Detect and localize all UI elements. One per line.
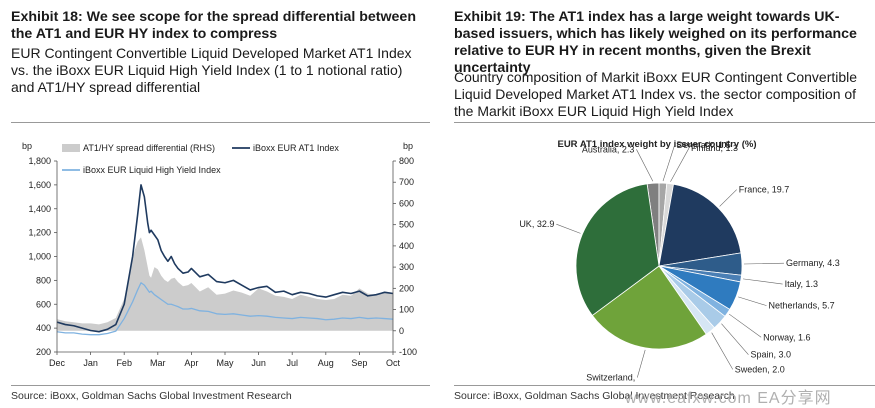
pie-label-italy: Italy, 1.3 [785, 279, 818, 289]
x-tick-label: Jun [251, 358, 266, 368]
exhibit-19-title: Exhibit 19: The AT1 index has a large we… [454, 9, 857, 76]
legend-hy-index-label: iBoxx EUR Liquid High Yield Index [83, 165, 221, 175]
pie-slice-uk [575, 183, 660, 317]
right-tick-label: 800 [399, 156, 414, 166]
pie-leader-germany [743, 262, 784, 265]
exhibit-19-panel: Exhibit 19: The AT1 index has a large we… [445, 0, 875, 407]
pie-label-france: France, 19.7 [739, 185, 790, 195]
series-area-spread-differential [57, 237, 393, 331]
exhibit-18-top-rule [11, 122, 430, 123]
left-tick-label: 1,400 [28, 204, 51, 214]
exhibit-18-title: Exhibit 18: We see scope for the spread … [11, 9, 416, 42]
pie-leader-spain [721, 323, 749, 355]
x-tick-label: May [216, 358, 234, 368]
pie-leader-uk [556, 223, 581, 234]
legend-at1-index-label: iBoxx EUR AT1 Index [253, 143, 339, 153]
x-tick-label: Aug [318, 358, 334, 368]
pie-label-spain: Spain, 3.0 [750, 350, 791, 360]
left-tick-label: 1,200 [28, 228, 51, 238]
legend-spread-differential-label: AT1/HY spread differential (RHS) [83, 143, 215, 153]
left-tick-label: 800 [36, 275, 51, 285]
pie-label-norway: Norway, 1.6 [763, 332, 810, 342]
exhibit-18-bottom-rule [11, 385, 430, 386]
pie-leader-france [719, 189, 737, 207]
country-pie-chart: EUR AT1 index weight by issuer country (… [519, 139, 840, 385]
pie-leader-sweden [711, 332, 734, 370]
left-tick-label: 400 [36, 323, 51, 333]
pie-title: EUR AT1 index weight by issuer country (… [557, 139, 756, 150]
pie-leader-australia [636, 149, 654, 182]
x-tick-label: Apr [184, 358, 198, 368]
x-tick-label: Dec [49, 358, 66, 368]
right-tick-label: 0 [399, 326, 404, 336]
series-line-at1-index [56, 184, 394, 333]
pie-leader-netherlands [738, 296, 767, 306]
pie-label-denmark: Denmark, 1.5 [677, 140, 731, 150]
exhibit-19-source: Source: iBoxx, Goldman Sachs Global Inve… [454, 390, 735, 402]
x-tick-label: Oct [386, 358, 401, 368]
pie-leader-italy [742, 278, 783, 285]
right-tick-label: 200 [399, 283, 414, 293]
x-tick-label: Mar [150, 358, 166, 368]
pie-label-uk: UK, 32.9 [519, 219, 554, 229]
right-tick-label: 600 [399, 198, 414, 208]
watermark: www.eafxw.com EA分享网 [625, 390, 832, 407]
pie-label-australia: Australia, 2.3 [582, 144, 635, 154]
x-tick-label: Feb [116, 358, 132, 368]
left-tick-label: 1,000 [28, 252, 51, 262]
series-line-hy-index [56, 282, 394, 336]
right-tick-label: 400 [399, 241, 414, 251]
legend-spread-differential-swatch [62, 144, 80, 152]
pie-leader-norway [728, 313, 762, 338]
left-tick-label: 600 [36, 299, 51, 309]
exhibit-19-subtitle: Country composition of Markit iBoxx EUR … [454, 69, 858, 119]
x-tick-label: Jan [83, 358, 98, 368]
pie-leader-denmark [662, 145, 675, 182]
pie-leader-finland [670, 147, 690, 182]
exhibit-19-top-rule [454, 122, 875, 123]
right-tick-label: -100 [399, 347, 417, 357]
left-axis-unit: bp [22, 141, 32, 151]
right-tick-label: 700 [399, 177, 414, 187]
pie-label-finland: Finland, 1.3 [691, 143, 738, 153]
pie-label-switzerland: Switzerland,24.5 [586, 373, 635, 385]
spread-line-chart: bp bp 200 400 600 800 1,000 1,200 1,400 1,600 1,80… [22, 141, 417, 368]
exhibit-19-bottom-rule [454, 385, 875, 386]
x-tick-label: Jul [286, 358, 298, 368]
right-tick-label: 500 [399, 220, 414, 230]
x-tick-label: Sep [351, 358, 367, 368]
pie-slice-switzerland [591, 265, 707, 350]
right-axis-unit: bp [403, 141, 413, 151]
right-tick-label: 300 [399, 262, 414, 272]
left-tick-label: 1,800 [28, 156, 51, 166]
pie-slice-france [658, 183, 742, 267]
exhibit-18-subtitle: EUR Contingent Convertible Liquid Develo… [11, 45, 412, 95]
pie-label-netherlands: Netherlands, 5.7 [769, 301, 835, 311]
exhibit-18-source: Source: iBoxx, Goldman Sachs Global Inve… [11, 390, 292, 402]
pie-label-sweden: Sweden, 2.0 [735, 364, 785, 374]
exhibit-18-panel: Exhibit 18: We see scope for the spread … [0, 0, 430, 407]
pie-leader-switzerland [637, 349, 646, 378]
right-tick-label: 100 [399, 305, 414, 315]
left-tick-label: 1,600 [28, 180, 51, 190]
pie-label-germany: Germany, 4.3 [786, 258, 840, 268]
left-tick-label: 200 [36, 347, 51, 357]
